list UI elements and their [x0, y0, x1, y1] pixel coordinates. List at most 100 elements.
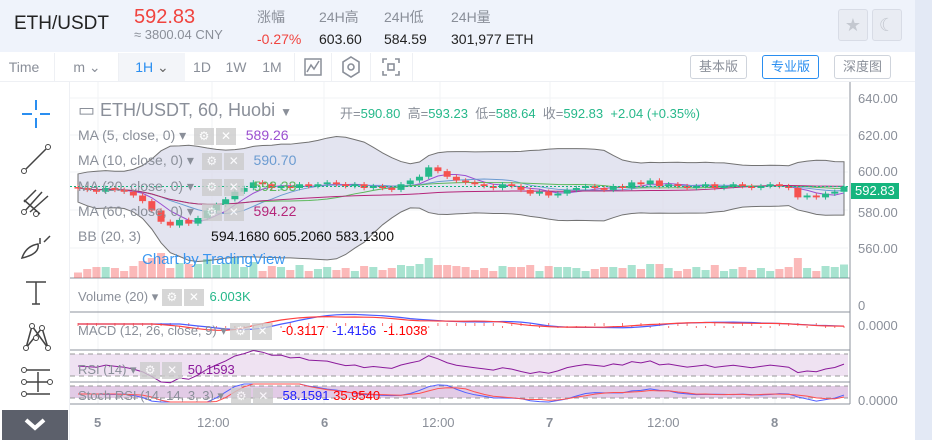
- close-icon[interactable]: ✕: [223, 152, 244, 170]
- candle: [351, 184, 359, 187]
- candle: [323, 182, 331, 185]
- candle: [674, 184, 682, 187]
- candle: [619, 186, 627, 188]
- volume-bar: [683, 269, 692, 278]
- crosshair-icon[interactable]: [18, 96, 54, 132]
- candle: [259, 182, 267, 185]
- close-icon[interactable]: ✕: [162, 362, 183, 380]
- candle: [812, 195, 820, 198]
- collapse-toolbar-button[interactable]: [2, 410, 68, 440]
- volume-bar: [793, 258, 802, 278]
- symbol: ETH/USDT: [14, 13, 109, 34]
- close-icon[interactable]: ✕: [223, 178, 244, 196]
- bb-legend: BB (20, 3) 594.1680 605.2060 583.1300: [78, 228, 395, 244]
- close-icon[interactable]: ✕: [215, 127, 236, 145]
- gear-icon[interactable]: ⚙: [201, 152, 222, 170]
- candle: [406, 180, 414, 185]
- measure-icon[interactable]: [18, 362, 54, 398]
- volume-bar: [636, 269, 645, 278]
- volume-bar: [286, 270, 295, 278]
- dark-mode-moon-icon[interactable]: ☾: [872, 9, 902, 41]
- close-icon[interactable]: ✕: [183, 289, 204, 307]
- gear-icon[interactable]: ⚙: [201, 178, 222, 196]
- candle: [803, 195, 811, 198]
- pattern-icon[interactable]: [18, 318, 54, 354]
- view-depth-button[interactable]: 深度图: [834, 55, 892, 79]
- volume-bar: [535, 271, 544, 278]
- candle: [785, 186, 793, 188]
- ma60-legend: MA (60, close, 0) ▾ ⚙ ✕ 594.22: [78, 203, 297, 221]
- last-price: 592.83: [134, 6, 196, 28]
- drawing-toolbar: [0, 82, 70, 440]
- candle: [305, 184, 313, 187]
- view-pro-button[interactable]: 专业版: [762, 55, 820, 79]
- volume-bar: [341, 268, 350, 278]
- pitchfork-icon[interactable]: [18, 184, 54, 220]
- minute-dropdown[interactable]: m ⌄: [73, 59, 101, 75]
- volume-bar: [600, 267, 609, 278]
- volume-bar: [74, 272, 82, 278]
- interval-1m[interactable]: 1M: [262, 59, 282, 75]
- trend-line-icon[interactable]: [18, 140, 54, 176]
- time-button[interactable]: Time: [8, 59, 40, 75]
- candle: [129, 191, 137, 196]
- candle: [720, 186, 728, 188]
- close-icon[interactable]: ✕: [252, 323, 273, 341]
- volume-bar: [655, 264, 664, 278]
- candle: [139, 195, 147, 202]
- candle: [194, 218, 202, 224]
- candle: [120, 189, 128, 192]
- volume-bar: [138, 261, 147, 278]
- volume-bar: [618, 268, 627, 278]
- volume-bar: [553, 267, 562, 278]
- interval-1w[interactable]: 1W: [225, 59, 247, 75]
- volume-bar: [258, 271, 267, 278]
- price-tick: 560.00: [858, 241, 898, 256]
- candle: [683, 186, 691, 188]
- volume-bar: [240, 267, 249, 278]
- volume-bar: [193, 264, 202, 278]
- gear-icon[interactable]: ⚙: [231, 388, 252, 406]
- volume-bar: [803, 268, 812, 278]
- volume-bar: [304, 271, 313, 278]
- volume-bar: [821, 266, 830, 278]
- volume-bar: [489, 271, 498, 278]
- candle: [277, 186, 285, 188]
- candle: [646, 180, 654, 185]
- ohlc-readout: 开=590.80 高=593.23 低=588.64 收=592.83 +2.0…: [340, 106, 700, 121]
- gear-icon[interactable]: ⚙: [140, 362, 161, 380]
- view-basic-button[interactable]: 基本版: [690, 55, 748, 79]
- stat-24h-volume: 24H量 301,977 ETH: [451, 9, 534, 47]
- favorite-star-icon[interactable]: ★: [838, 9, 868, 41]
- gear-icon[interactable]: ⚙: [193, 127, 214, 145]
- gear-icon[interactable]: ⚙: [201, 203, 222, 221]
- volume-bar: [673, 271, 682, 278]
- trading-chart[interactable]: ▭ ETH/USDT, 60, Huobi ▼ 开=590.80 高=593.2…: [70, 82, 915, 445]
- candle: [554, 193, 562, 196]
- time-tick: 8: [771, 415, 779, 430]
- text-tool-icon[interactable]: [18, 274, 54, 310]
- gear-icon[interactable]: ⚙: [230, 323, 251, 341]
- close-icon[interactable]: ✕: [223, 203, 244, 221]
- fullscreen-icon[interactable]: [380, 53, 402, 81]
- volume-bar: [738, 267, 747, 278]
- tradingview-watermark[interactable]: Chart by TradingView: [142, 251, 286, 268]
- volume-bar: [267, 266, 276, 278]
- settings-hex-icon[interactable]: [340, 53, 362, 81]
- volume-bar: [166, 268, 175, 278]
- price-tick: 620.00: [858, 128, 898, 143]
- candle: [517, 186, 525, 190]
- volume-bar: [378, 270, 387, 278]
- time-tick: 6: [321, 415, 329, 430]
- interval-1h-dropdown[interactable]: 1H ⌄: [119, 53, 185, 81]
- candle: [535, 191, 543, 194]
- gear-icon[interactable]: ⚙: [161, 289, 182, 307]
- indicator-chart-icon[interactable]: [302, 53, 324, 81]
- macd-signal-line: [78, 316, 845, 331]
- close-icon[interactable]: ✕: [253, 388, 274, 406]
- interval-1d[interactable]: 1D: [193, 59, 211, 75]
- volume-bar: [406, 266, 415, 278]
- brush-icon[interactable]: [18, 228, 54, 264]
- volume-bar: [415, 264, 424, 278]
- volume-bar: [526, 265, 535, 278]
